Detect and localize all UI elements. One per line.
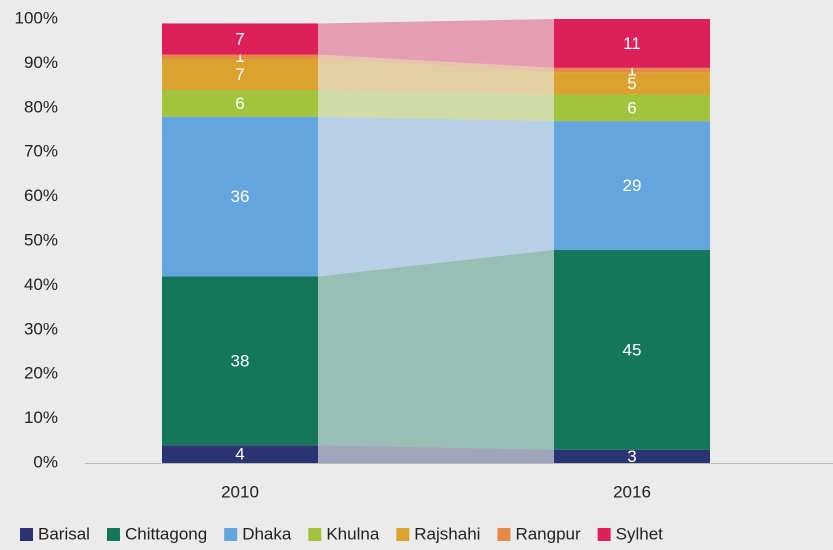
x-tick-label: 2016	[613, 482, 651, 501]
legend-label: Dhaka	[242, 524, 292, 543]
bar-segment	[162, 276, 318, 446]
legend-swatch	[20, 528, 33, 541]
value-label: 7	[235, 29, 244, 48]
bar-segment	[554, 94, 710, 122]
y-tick-label: 80%	[24, 97, 58, 116]
legend-label: Rajshahi	[414, 524, 480, 543]
bar-segment	[162, 116, 318, 277]
connector-band	[318, 445, 554, 463]
value-label: 7	[235, 65, 244, 84]
legend-swatch	[497, 528, 511, 541]
y-tick-label: 50%	[24, 230, 58, 249]
y-tick-label: 90%	[24, 53, 58, 72]
legend-swatch	[224, 528, 238, 541]
legend-label: Barisal	[38, 524, 90, 543]
connector-band	[318, 19, 554, 68]
legend-label: Sylhet	[616, 524, 664, 543]
y-tick-label: 40%	[24, 275, 58, 294]
legend-label: Khulna	[326, 524, 379, 543]
bar-segment	[162, 54, 318, 59]
value-label: 6	[627, 98, 636, 117]
bar-segment	[162, 90, 318, 117]
value-label: 4	[235, 445, 244, 464]
value-label: 6	[235, 94, 244, 113]
value-label: 11	[623, 34, 641, 53]
legend-swatch	[396, 528, 410, 541]
bar-segment	[554, 121, 710, 250]
connector-band	[318, 54, 554, 73]
value-label: 36	[231, 187, 250, 206]
value-label: 45	[623, 340, 642, 359]
bar-segment	[554, 19, 710, 68]
bar-segment	[554, 72, 710, 95]
connector-band	[318, 90, 554, 122]
x-tick-label: 2010	[221, 482, 259, 501]
value-label: 5	[627, 74, 636, 93]
y-tick-label: 10%	[24, 408, 58, 427]
bar-segment	[162, 23, 318, 55]
bar-segment	[162, 445, 318, 463]
legend-label: Rangpur	[515, 524, 581, 543]
legend-swatch	[597, 528, 611, 541]
legend-swatch	[308, 528, 322, 541]
value-label: 1	[235, 47, 244, 66]
y-tick-label: 100%	[15, 8, 58, 27]
value-label: 38	[231, 351, 250, 370]
connector-band	[318, 116, 554, 277]
connector-band	[318, 249, 554, 450]
bar-segment	[554, 449, 710, 463]
value-label: 3	[627, 447, 636, 466]
y-tick-label: 0%	[33, 452, 58, 471]
connector-band	[318, 58, 554, 95]
legend-swatch	[106, 528, 120, 541]
bar-segment	[554, 249, 710, 450]
legend-label: Chittagong	[125, 524, 207, 543]
value-label: 1	[627, 61, 636, 80]
bar-segment	[162, 58, 318, 91]
y-tick-label: 70%	[24, 142, 58, 161]
value-label: 29	[623, 176, 642, 195]
y-tick-label: 60%	[24, 186, 58, 205]
y-tick-label: 20%	[24, 364, 58, 383]
bar-segment	[554, 67, 710, 73]
y-tick-label: 30%	[24, 319, 58, 338]
